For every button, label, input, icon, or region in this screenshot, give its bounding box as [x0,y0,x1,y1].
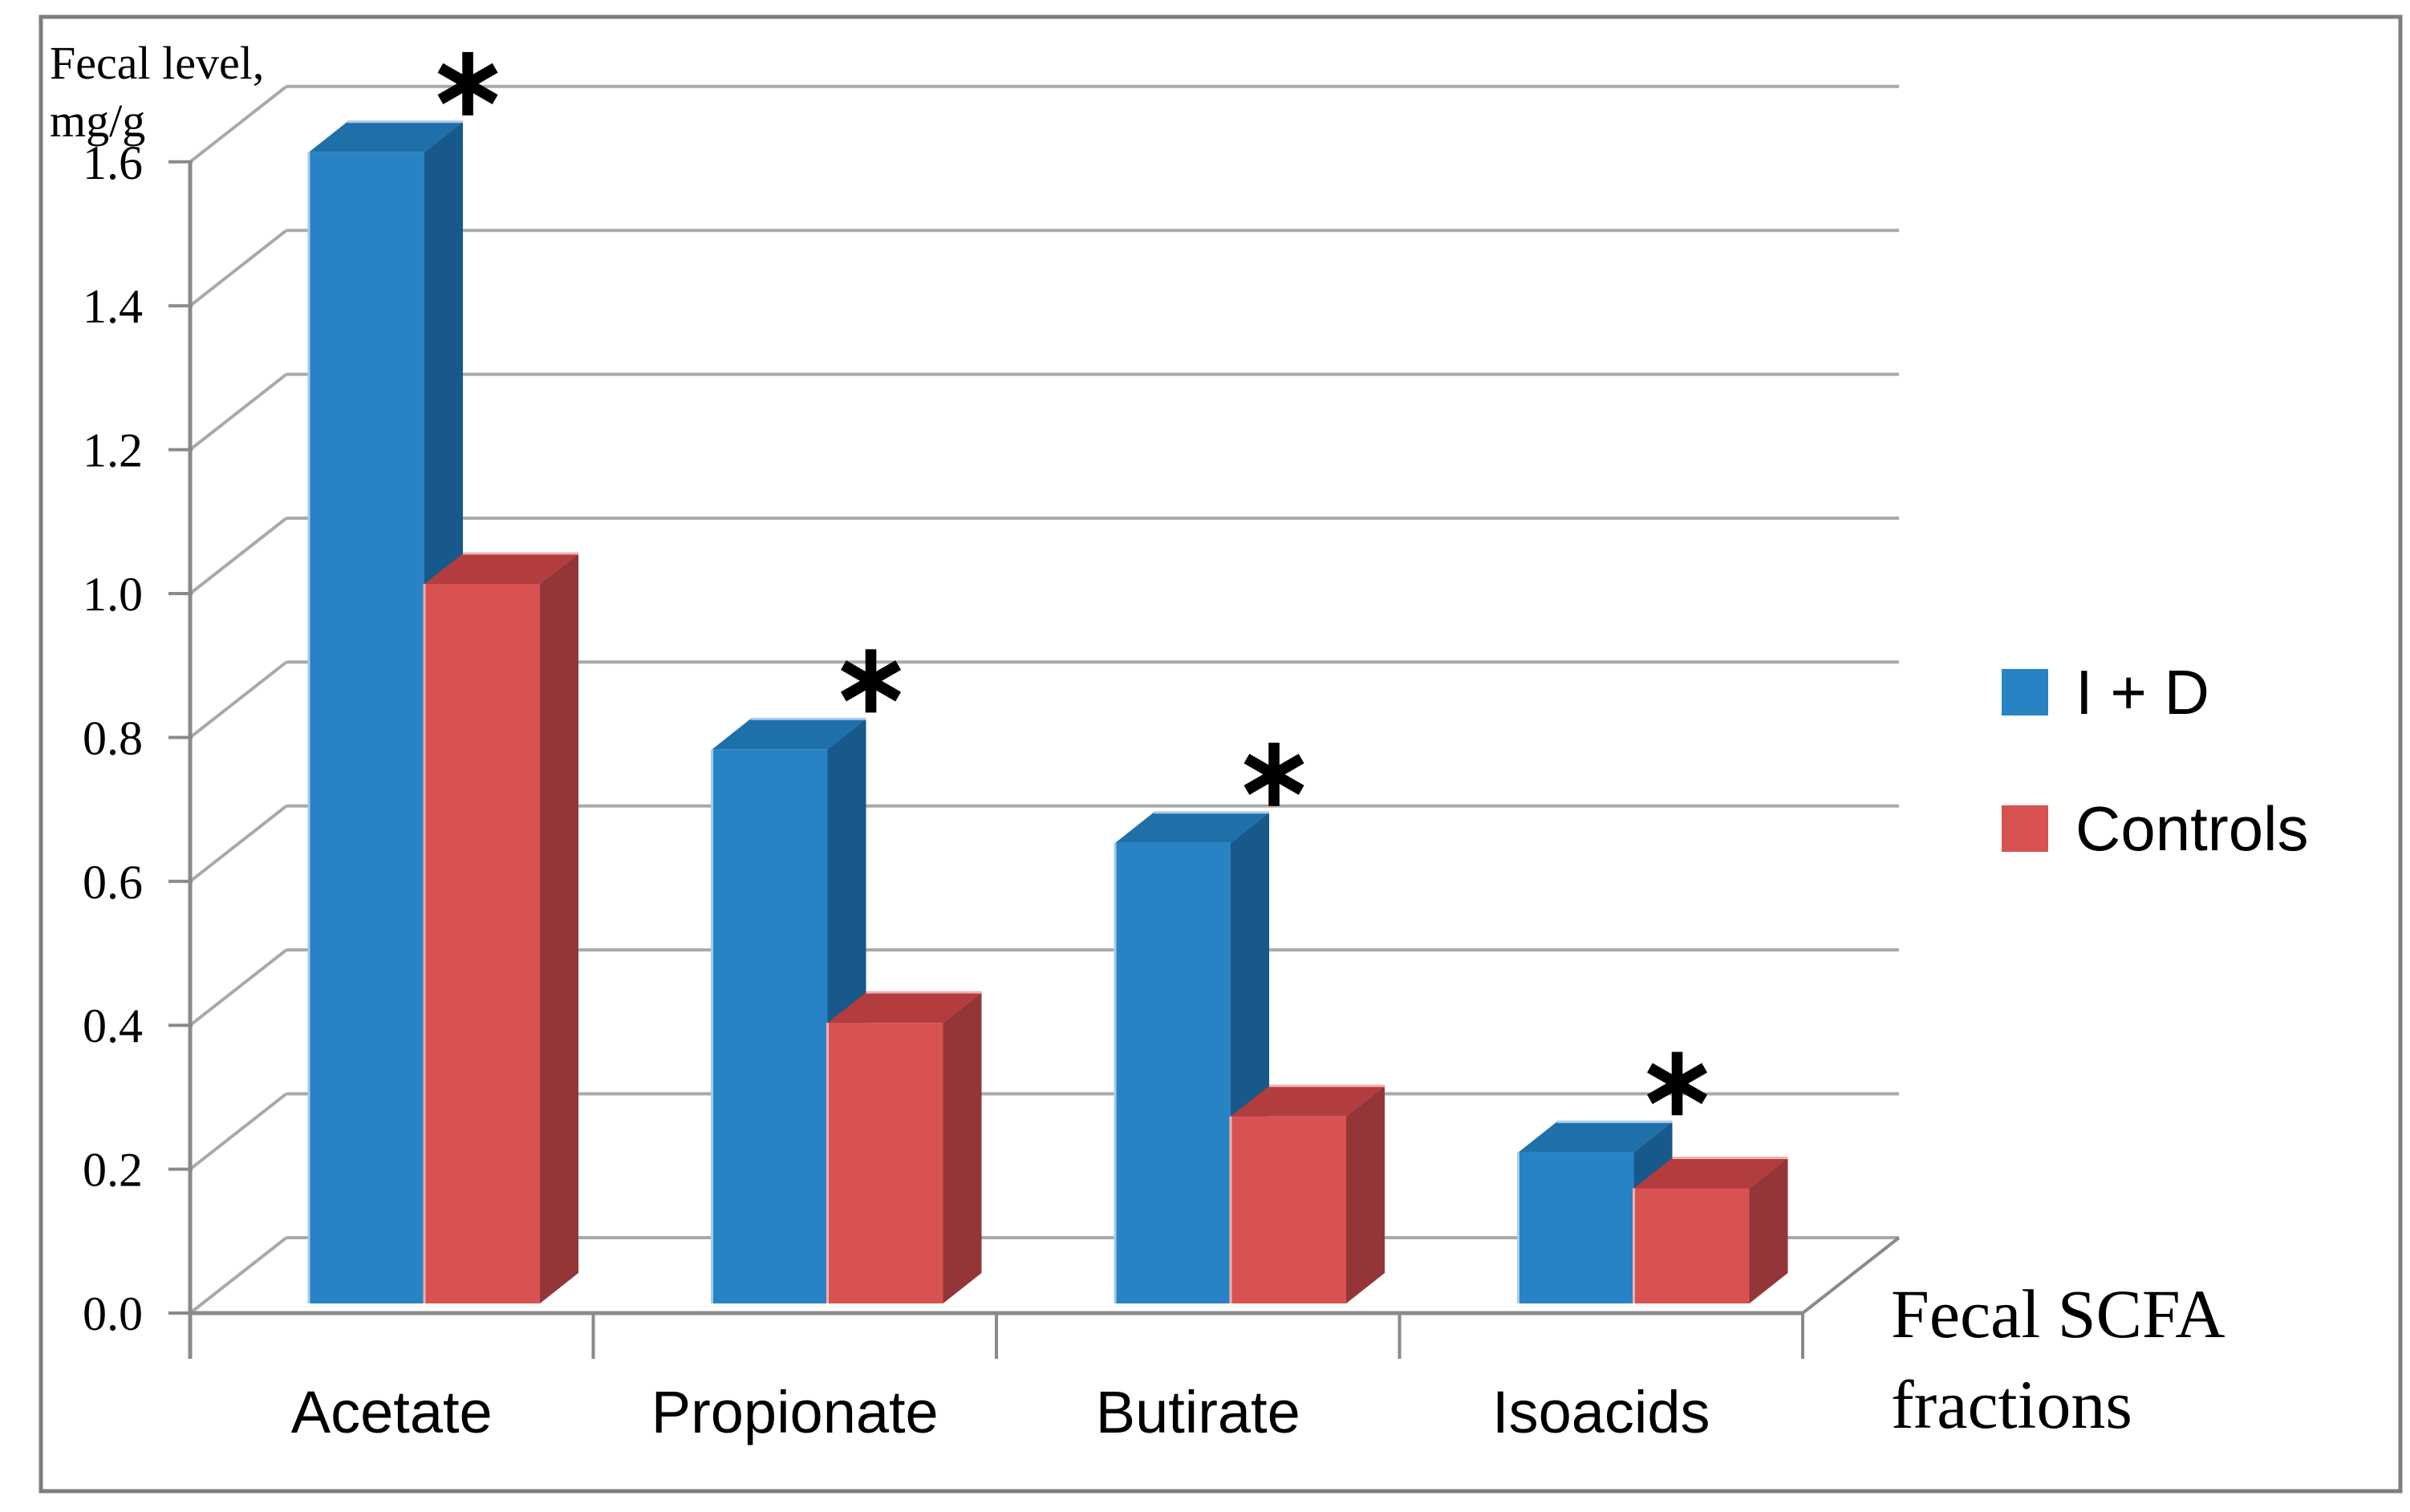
significance-asterisk: ∗ [1234,719,1315,825]
y-gridline-depth-connector [189,660,288,739]
bar-top-face [1231,1085,1385,1117]
y-tick-label: 0.6 [83,856,143,909]
y-gridline-depth-connector [189,517,288,595]
floor-right-depth-edge [1801,1236,1901,1315]
bar-front-face [827,1023,943,1303]
bar-top-face [309,121,463,152]
y-gridline-depth-connector [189,1236,288,1315]
y-tick-label: 0.8 [83,711,143,764]
significance-asterisk: ∗ [1637,1028,1718,1135]
y-tick-label: 0.0 [83,1287,143,1340]
bar-front-face [1518,1152,1634,1303]
x-category-label-isoacids: Isoacids [1492,1379,1710,1445]
y-axis-title-line2: mg/g [50,95,145,147]
bar-top-face [1518,1121,1673,1153]
y-tick-label: 0.2 [83,1144,143,1197]
bar-front-face [424,584,540,1303]
y-gridline-depth-connector [189,1092,288,1171]
bar-front-face [1633,1188,1750,1303]
bar-front-face [309,152,424,1303]
bar-top-face [1115,812,1269,843]
bar-controls-acetate [423,552,578,1303]
x-category-label-propionate: Propionate [651,1379,939,1445]
bar-top-face [712,719,866,750]
bar-top-face [827,992,982,1024]
x-category-label-acetate: Acetate [291,1379,493,1445]
bar-side-face [1346,1085,1385,1303]
significance-asterisk: ∗ [428,28,509,135]
bar-side-face [540,553,578,1303]
x-axis-title-line2: fractions [1891,1366,2132,1443]
bar-side-face [943,992,982,1303]
y-tick-label: 0.4 [83,999,143,1052]
y-gridline-depth-connector [189,805,288,883]
bar-top-face [1633,1157,1788,1189]
bar-controls-butirate [1229,1084,1385,1303]
bar-top-face [424,553,578,584]
bar-controls-isoacids [1633,1156,1788,1303]
y-tick-label: 1.6 [83,136,143,189]
x-category-label-butirate: Butirate [1096,1379,1300,1445]
bar-front-face [1115,842,1231,1303]
legend-swatch-controls [2002,805,2048,852]
x-axis-title-line1: Fecal SCFA [1891,1275,2225,1352]
bar-side-face [1749,1157,1788,1303]
legend-label-i-d: I + D [2075,657,2209,728]
y-tick-label: 1.2 [83,424,143,477]
bar-front-face [1231,1116,1346,1303]
bar-front-face [712,749,828,1303]
chart-border [39,14,2403,1494]
y-gridline-depth-connector [189,85,288,164]
y-gridline-depth-connector [189,229,288,307]
y-tick-label: 1.4 [83,280,143,333]
y-tick-label: 1.0 [83,568,143,621]
y-gridline-depth-connector [189,948,288,1027]
bar-controls-propionate [826,991,982,1303]
significance-asterisk: ∗ [830,625,911,732]
legend-label-controls: Controls [2075,793,2308,864]
legend-swatch-i-d [2002,669,2048,715]
y-gridline-depth-connector [189,373,288,452]
y-axis-title-line1: Fecal level, [50,37,264,89]
